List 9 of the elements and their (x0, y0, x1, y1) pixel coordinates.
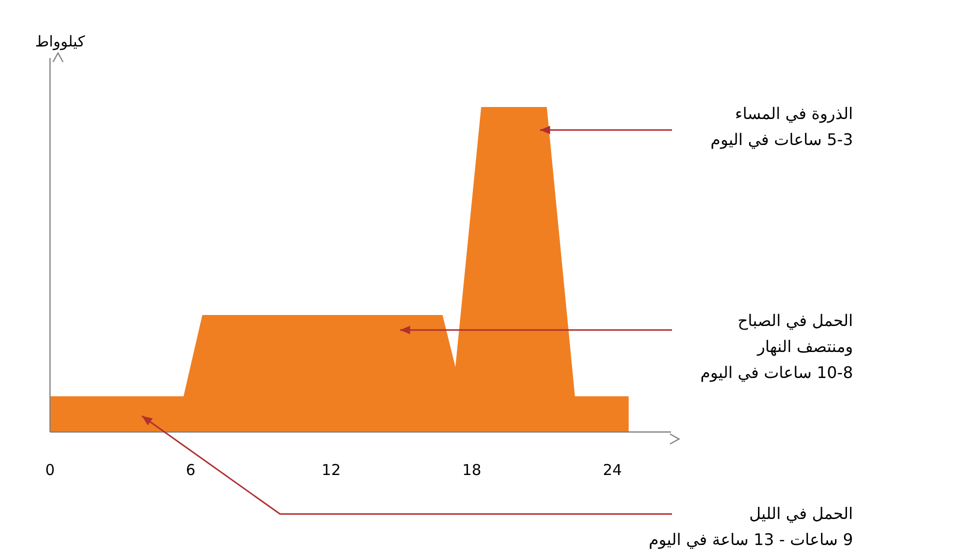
x-tick-label: 18 (462, 460, 482, 479)
text: الحمل في الليل 9 ساعات - 13 ساعة في اليوم (648, 504, 853, 550)
text: الحمل في الصباح ومنتصف النهار 10-8 ساعات في اليوم (700, 311, 853, 382)
text: الذروة في المساء 5-3 ساعات في اليوم (710, 104, 853, 150)
y-axis-title: كيلوواط (35, 32, 86, 50)
x-tick-label: 0 (45, 460, 55, 479)
x-tick-label: 12 (322, 460, 341, 479)
x-tick-label: 6 (186, 460, 196, 479)
x-tick-label: 24 (602, 460, 622, 479)
